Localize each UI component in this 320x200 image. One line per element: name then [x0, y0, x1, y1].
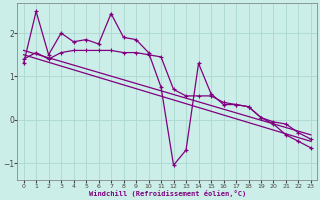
X-axis label: Windchill (Refroidissement éolien,°C): Windchill (Refroidissement éolien,°C)	[89, 190, 246, 197]
